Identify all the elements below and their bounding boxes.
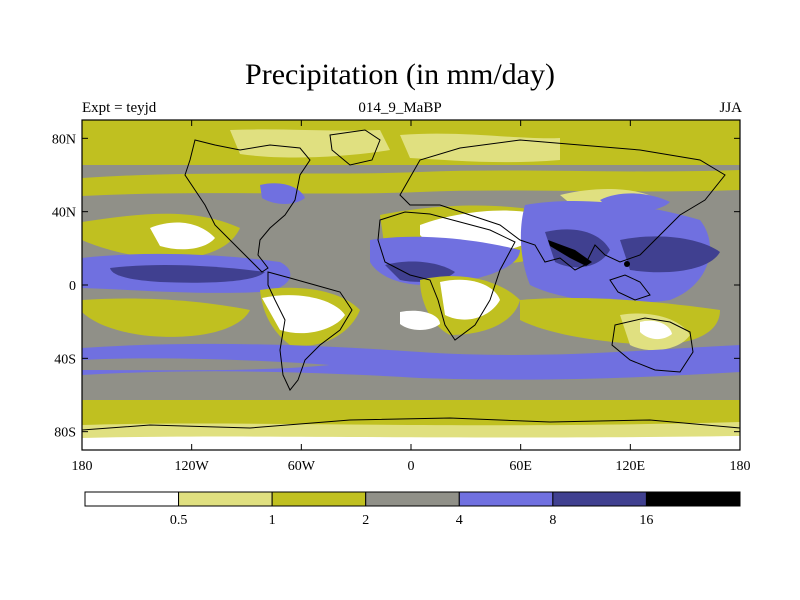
period-label: 014_9_MaBP xyxy=(358,100,442,116)
field-satl-dry xyxy=(400,310,440,330)
colorbar-swatch xyxy=(178,491,273,507)
colorbar-label: 4 xyxy=(456,513,463,528)
coastline-south-america xyxy=(267,271,353,391)
field-antarctic-desert xyxy=(82,436,740,450)
field-india-monsoon-core xyxy=(545,229,610,268)
coastline-antarctica xyxy=(82,417,740,431)
season-label: JJA xyxy=(719,100,742,116)
field-storm-track-gap xyxy=(82,358,330,371)
field-north-eurasia-dry xyxy=(400,133,560,163)
field-na-east-wet xyxy=(260,183,305,204)
field-africa-south-dry xyxy=(440,279,500,320)
coastlines xyxy=(82,129,740,431)
y-tick-label: 0 xyxy=(69,279,76,294)
coastline-australia xyxy=(611,317,694,373)
y-tick-label: 80N xyxy=(52,132,76,147)
coastline-africa xyxy=(377,211,516,341)
field-extreme-rain xyxy=(548,240,592,266)
field-wpac-monsoon-core xyxy=(620,236,720,273)
coastline-north-america xyxy=(184,139,311,273)
x-tick-label: 180 xyxy=(72,459,93,474)
field-spac-dry xyxy=(82,298,250,337)
colorbar: 0.5 1 2 4 8 16 xyxy=(84,491,741,528)
chart-title: Precipitation (in mm/day) xyxy=(245,58,555,91)
colorbar-swatch xyxy=(552,491,647,507)
x-tick-label: 60W xyxy=(288,459,316,474)
x-tick-label: 0 xyxy=(408,459,415,474)
axis-ticks: 180 120W 60W 0 60E 120E 180 80N 40N 0 40S 80S xyxy=(52,120,751,474)
field-monsoon-wet xyxy=(520,200,710,304)
field-atlantic-itcz-core xyxy=(385,261,455,282)
colorbar-label: 16 xyxy=(639,513,653,528)
field-east-asia-wet xyxy=(600,193,670,212)
field-australia-desert xyxy=(640,320,672,340)
experiment-label: Expt = teyjd xyxy=(82,100,157,116)
colorbar-swatch xyxy=(365,491,460,507)
field-southern-storm-track xyxy=(82,343,740,380)
coastline-greenland xyxy=(329,129,381,166)
colorbar-swatch xyxy=(84,491,180,507)
coastline-maritime-continent xyxy=(609,274,651,301)
field-extreme-rain-spot xyxy=(624,261,630,267)
field-north-mid-band xyxy=(82,170,740,196)
colorbar-label: 0.5 xyxy=(170,513,188,528)
field-npac-desert xyxy=(150,222,215,250)
field-pacific-itcz-core xyxy=(110,265,265,283)
coastline-eurasia xyxy=(399,139,726,271)
x-tick-label: 120W xyxy=(175,459,210,474)
colorbar-swatch xyxy=(645,491,741,507)
x-tick-label: 60E xyxy=(509,459,532,474)
x-tick-label: 180 xyxy=(730,459,751,474)
precipitation-field xyxy=(82,120,740,450)
x-tick-label: 120E xyxy=(616,459,646,474)
field-brazil-dry xyxy=(262,295,345,334)
colorbar-label: 2 xyxy=(362,513,369,528)
y-tick-label: 40S xyxy=(54,352,76,367)
colorbar-swatch xyxy=(271,491,367,507)
colorbar-label: 1 xyxy=(269,513,276,528)
colorbar-label: 8 xyxy=(549,513,556,528)
y-tick-label: 40N xyxy=(52,206,76,221)
y-tick-label: 80S xyxy=(54,426,76,441)
colorbar-swatch xyxy=(458,491,554,507)
field-arctic-dry xyxy=(230,129,390,158)
